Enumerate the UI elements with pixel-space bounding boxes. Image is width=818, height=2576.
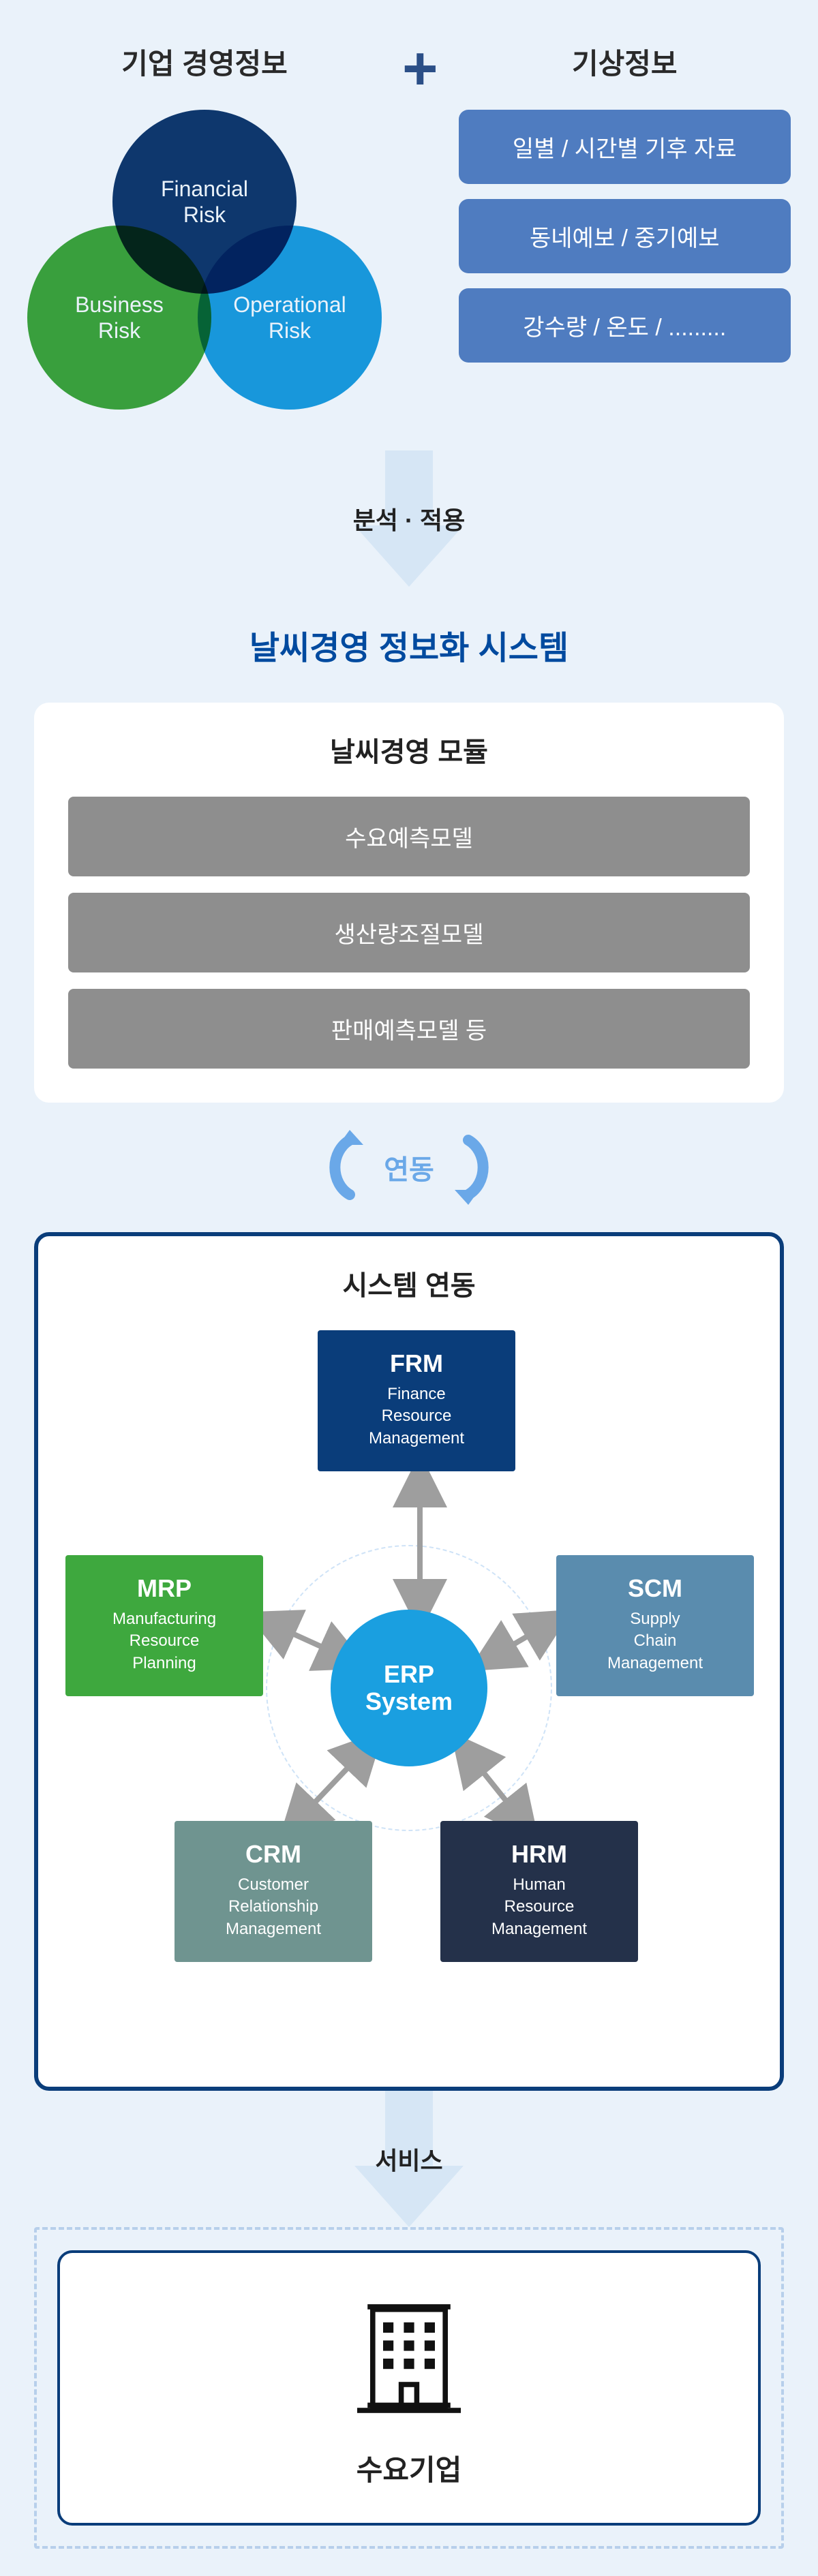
erp-box-scm: SCMSupplyChainManagement: [556, 1555, 754, 1696]
venn-financial-risk: Financial Risk: [112, 110, 297, 294]
module-card: 날씨경영 모듈 수요예측모델 생산량조절모델 판매예측모델 등: [34, 703, 784, 1103]
system-title: 날씨경영 정보화 시스템: [27, 621, 791, 669]
diagram-canvas: 기업 경영정보 Business Risk Operational Risk F…: [0, 0, 818, 2576]
service-label: 수요기업: [80, 2447, 738, 2489]
arrow-service: 서비스: [27, 2091, 791, 2227]
sync-row: 연동: [27, 1130, 791, 1205]
module-item-1: 생산량조절모델: [68, 893, 750, 972]
sync-arrow-left-icon: [316, 1130, 363, 1205]
erp-stage: ERP System FRMFinanceResourceManagement S…: [59, 1330, 759, 2046]
module-card-title: 날씨경영 모듈: [68, 730, 750, 769]
weather-item-1: 동네예보 / 중기예보: [459, 199, 791, 273]
module-item-0: 수요예측모델: [68, 797, 750, 876]
erp-box-frm: FRMFinanceResourceManagement: [318, 1330, 515, 1471]
plus-icon: +: [402, 34, 438, 104]
erp-box-mrp: MRPManufacturingResourcePlanning: [65, 1555, 263, 1696]
module-item-2: 판매예측모델 등: [68, 989, 750, 1069]
weather-item-2: 강수량 / 온도 / .........: [459, 288, 791, 363]
building-icon: [344, 2294, 474, 2423]
service-card: 수요기업: [57, 2250, 761, 2526]
sync-label: 연동: [384, 1148, 434, 1187]
arrow-analyze-label: 분석 · 적용: [353, 501, 465, 536]
service-wrap: 수요기업: [34, 2227, 784, 2549]
erp-card-title: 시스템 연동: [59, 1263, 759, 1303]
col-title-left: 기업 경영정보: [27, 41, 382, 82]
sync-arrow-right-icon: [455, 1130, 502, 1205]
top-row: 기업 경영정보 Business Risk Operational Risk F…: [27, 41, 791, 423]
erp-card: 시스템 연동 E: [34, 1232, 784, 2091]
weather-item-0: 일별 / 시간별 기후 자료: [459, 110, 791, 184]
col-title-right: 기상정보: [459, 41, 791, 82]
col-business-info: 기업 경영정보 Business Risk Operational Risk F…: [27, 41, 382, 423]
erp-box-hrm: HRMHumanResourceManagement: [440, 1821, 638, 1962]
erp-box-crm: CRMCustomerRelationshipManagement: [175, 1821, 372, 1962]
erp-center: ERP System: [331, 1610, 487, 1766]
col-weather-info: 기상정보 일별 / 시간별 기후 자료 동네예보 / 중기예보 강수량 / 온도…: [459, 41, 791, 378]
arrow-analyze: 분석 · 적용: [27, 450, 791, 587]
venn-diagram: Business Risk Operational Risk Financial…: [27, 110, 382, 423]
arrow-service-label: 서비스: [375, 2141, 442, 2177]
